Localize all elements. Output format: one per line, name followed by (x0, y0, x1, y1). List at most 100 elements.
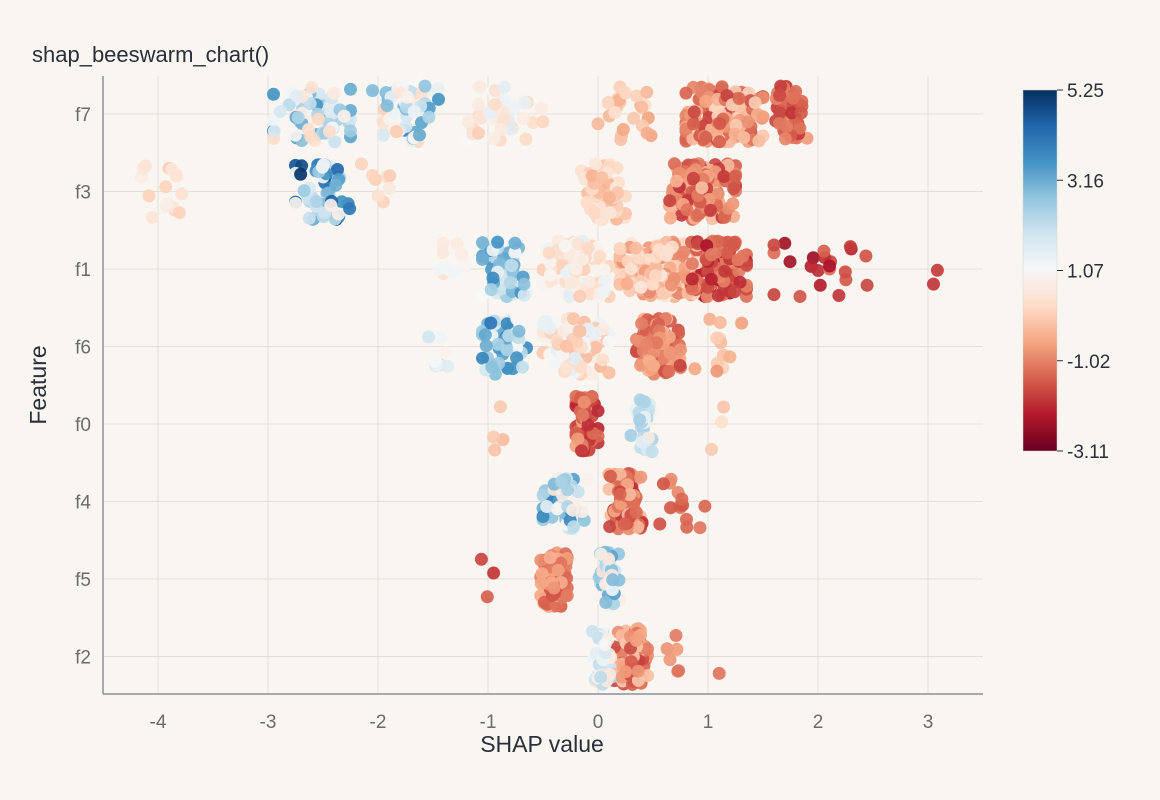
data-point (542, 246, 556, 260)
data-point (794, 106, 808, 120)
data-point (631, 520, 645, 534)
data-point (680, 203, 694, 217)
data-point (629, 633, 643, 647)
data-point (502, 329, 516, 343)
data-point (647, 359, 660, 373)
data-point (659, 248, 673, 262)
data-point (503, 276, 517, 290)
data-point (297, 184, 311, 198)
data-point (591, 117, 605, 131)
data-point (630, 89, 644, 103)
data-point (473, 80, 487, 94)
x-tick-labels: -4 -3 -2 -1 0 1 2 3 (150, 712, 934, 733)
data-point (585, 169, 599, 183)
data-point (627, 111, 641, 125)
data-point (559, 339, 573, 353)
data-point (649, 250, 663, 264)
data-point (717, 400, 731, 414)
data-point (535, 567, 549, 581)
data-point (633, 251, 647, 265)
x-tick-label: 0 (593, 712, 604, 733)
data-point (704, 203, 718, 217)
data-point (433, 330, 447, 344)
data-point (602, 552, 616, 566)
data-point (328, 135, 342, 149)
data-point (638, 395, 651, 409)
data-point (498, 93, 512, 107)
data-point (534, 577, 548, 590)
data-point (267, 87, 280, 101)
data-point (547, 581, 561, 595)
data-point (558, 239, 572, 253)
data-point (488, 443, 502, 457)
data-point (441, 359, 454, 373)
data-point (175, 187, 189, 201)
data-point (567, 312, 581, 326)
data-point (316, 158, 330, 172)
data-point (536, 115, 550, 129)
data-point (485, 360, 499, 374)
data-point (510, 351, 524, 365)
data-point (382, 181, 396, 195)
data-point (476, 351, 489, 365)
data-point (507, 102, 521, 115)
data-point (736, 249, 750, 263)
colorbar-tick-label: -1.02 (1067, 352, 1110, 373)
data-point (624, 429, 638, 442)
data-point (838, 265, 852, 279)
data-point (690, 209, 704, 223)
data-point (624, 262, 638, 276)
data-point (566, 503, 580, 517)
data-point (479, 339, 493, 353)
colorbar-tick-label: 3.16 (1067, 171, 1104, 192)
data-point (323, 125, 336, 139)
data-point (705, 442, 718, 456)
data-point (713, 316, 727, 329)
data-point (635, 100, 649, 114)
data-point (588, 157, 602, 171)
data-point (145, 210, 159, 224)
data-point (577, 395, 591, 409)
data-point (327, 86, 341, 100)
data-point (436, 237, 450, 250)
data-point (685, 282, 699, 296)
data-point (732, 92, 746, 105)
data-point (576, 252, 590, 266)
data-point (159, 180, 173, 194)
data-point (332, 207, 346, 221)
data-point (494, 123, 508, 136)
data-point (783, 255, 797, 269)
data-point (329, 178, 343, 192)
axes (102, 76, 983, 695)
data-point (588, 327, 602, 340)
data-point (560, 589, 574, 603)
data-point (491, 235, 505, 249)
data-point (273, 105, 287, 118)
y-tick-labels: f7 f3 f1 f6 f0 f4 f5 f2 (75, 105, 91, 669)
data-point (712, 666, 726, 680)
data-point (172, 206, 186, 220)
data-point (515, 79, 529, 93)
data-point (486, 271, 500, 285)
data-point (686, 171, 700, 185)
data-point (432, 82, 445, 95)
data-point (517, 277, 531, 291)
data-point (282, 98, 296, 112)
data-point (664, 278, 678, 292)
data-point (669, 629, 683, 642)
data-point (767, 238, 781, 252)
data-point (674, 343, 687, 357)
data-point (543, 268, 557, 282)
data-point (432, 92, 445, 106)
data-point (640, 126, 654, 140)
data-point (580, 473, 594, 487)
data-point (599, 596, 613, 609)
data-point (413, 128, 426, 142)
data-point (748, 96, 762, 110)
data-point (383, 169, 397, 183)
data-point (493, 400, 507, 414)
data-point (711, 289, 725, 303)
data-point (778, 132, 792, 146)
